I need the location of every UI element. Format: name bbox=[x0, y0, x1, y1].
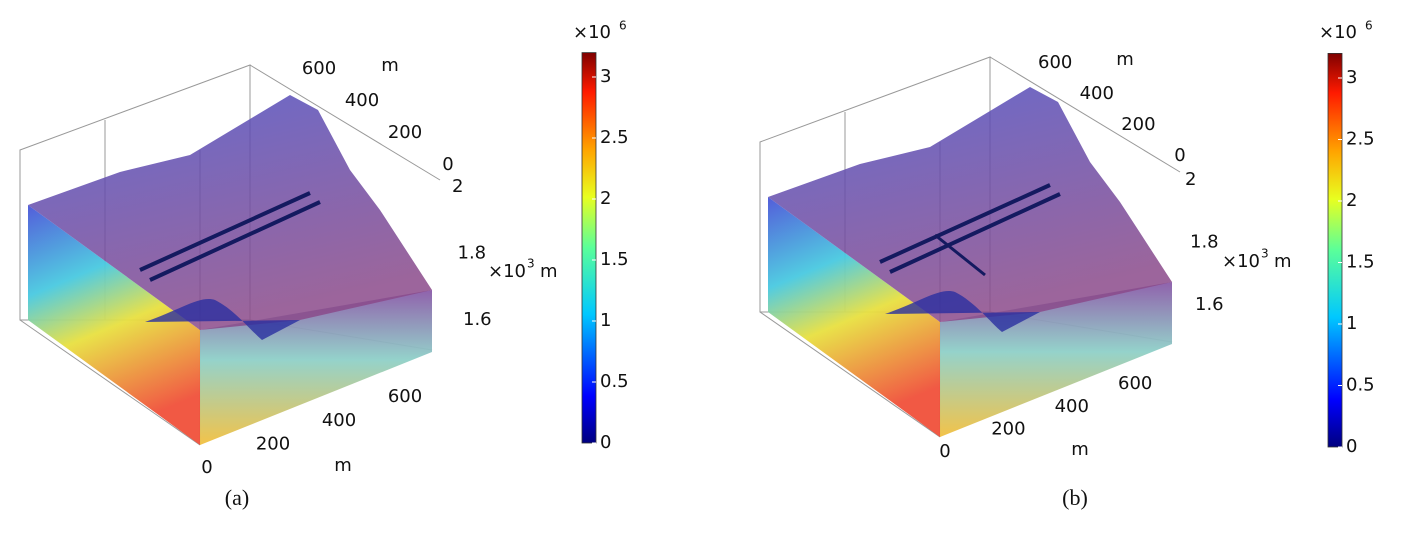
y-axis-unit: m bbox=[1116, 49, 1134, 70]
colorbar-tick-label: 0 bbox=[1346, 436, 1357, 457]
y-axis-tick-label: 0 bbox=[1174, 145, 1185, 166]
x-axis-tick-label: 400 bbox=[1055, 396, 1089, 417]
y-axis-tick-label: 0 bbox=[442, 154, 453, 175]
x-axis-tick-label: 0 bbox=[939, 441, 950, 462]
colorbar-tick-label: 2 bbox=[1346, 190, 1357, 211]
colorbar-tick-label: 3 bbox=[600, 66, 611, 87]
colorbar-tick-label: 3 bbox=[1346, 67, 1357, 88]
z-axis-unit: m bbox=[540, 261, 558, 282]
colorbar-tick-label: 2.5 bbox=[1346, 129, 1375, 150]
z-axis-tick-label: 2 bbox=[1185, 169, 1196, 190]
y-axis-tick-label: 200 bbox=[1121, 114, 1155, 135]
x-axis-unit: m bbox=[1071, 439, 1089, 460]
z-axis-tick-label: 1.8 bbox=[1190, 232, 1219, 253]
x-axis-tick-label: 200 bbox=[991, 418, 1025, 439]
colorbar-tick-label: 2.5 bbox=[600, 127, 629, 148]
colorbar-tick-label: 0.5 bbox=[600, 371, 629, 392]
z-axis-unit: m bbox=[1274, 251, 1292, 272]
x-axis-tick-label: 600 bbox=[388, 386, 422, 407]
y-axis-tick-label: 600 bbox=[1038, 52, 1072, 73]
colorbar-multiplier: ×10 bbox=[573, 22, 611, 43]
colorbar-tick-label: 2 bbox=[600, 188, 611, 209]
colorbar bbox=[581, 52, 597, 444]
model-a bbox=[18, 63, 442, 447]
panel-caption: (b) bbox=[1062, 485, 1088, 510]
x-axis-unit: m bbox=[334, 455, 352, 476]
z-axis-multiplier: ×10 bbox=[488, 261, 526, 282]
x-axis-tick-label: 600 bbox=[1118, 373, 1152, 394]
model-b bbox=[758, 55, 1182, 439]
z-axis-tick-label: 1.8 bbox=[458, 243, 487, 264]
y-axis-tick-label: 400 bbox=[1080, 83, 1114, 104]
colorbar-tick-label: 0.5 bbox=[1346, 375, 1375, 396]
colorbar-tick-label: 1 bbox=[600, 310, 611, 331]
z-axis-exponent: 3 bbox=[527, 257, 535, 271]
colorbar-exponent: 6 bbox=[619, 19, 627, 33]
y-axis-tick-label: 400 bbox=[345, 90, 379, 111]
y-axis-tick-label: 600 bbox=[302, 58, 336, 79]
shaft bbox=[934, 233, 986, 277]
colorbar-tick-label: 1.5 bbox=[600, 249, 629, 270]
panel-caption: (a) bbox=[225, 485, 249, 510]
colorbar-tick-label: 1 bbox=[1346, 313, 1357, 334]
z-axis-exponent: 3 bbox=[1261, 247, 1269, 261]
x-axis-tick-label: 400 bbox=[322, 410, 356, 431]
z-axis-tick-label: 2 bbox=[452, 176, 463, 197]
colorbar-tick-label: 1.5 bbox=[1346, 252, 1375, 273]
colorbar-exponent: 6 bbox=[1365, 19, 1373, 33]
colorbar-tick-label: 0 bbox=[600, 432, 611, 453]
z-axis-tick-label: 1.6 bbox=[1195, 294, 1224, 315]
x-axis-tick-label: 0 bbox=[201, 457, 212, 478]
x-axis-tick-label: 200 bbox=[256, 433, 290, 454]
colorbar-multiplier: ×10 bbox=[1319, 22, 1357, 43]
y-axis-unit: m bbox=[381, 55, 399, 76]
z-axis-tick-label: 1.6 bbox=[463, 309, 492, 330]
colorbar bbox=[1327, 53, 1343, 448]
z-axis-multiplier: ×10 bbox=[1222, 251, 1260, 272]
y-axis-tick-label: 200 bbox=[388, 122, 422, 143]
